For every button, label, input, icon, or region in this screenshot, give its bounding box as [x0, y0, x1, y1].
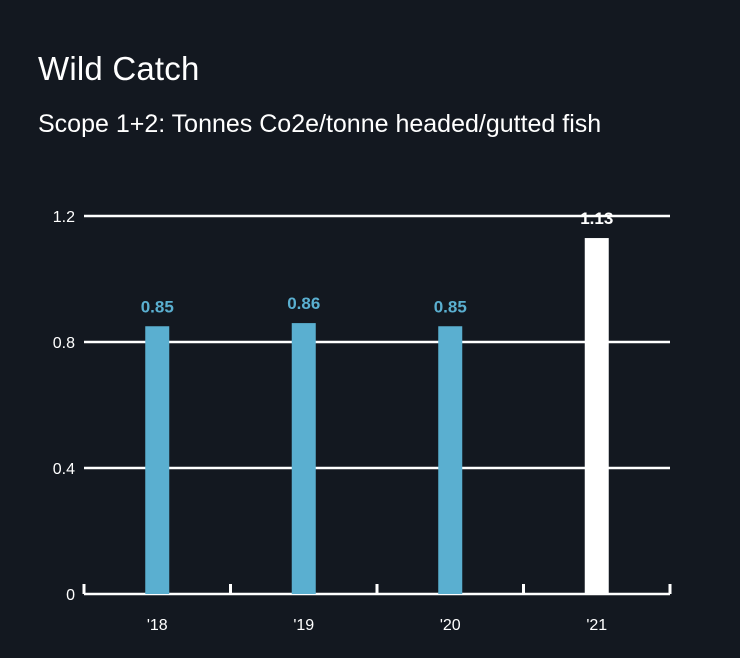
data-label: 1.13 — [580, 209, 613, 228]
data-label: 0.86 — [287, 294, 320, 313]
x-tick-label: '19 — [293, 617, 314, 634]
bar — [438, 326, 463, 594]
data-label: 0.85 — [141, 297, 174, 316]
y-tick-label: 0 — [66, 587, 75, 604]
chart-title: Wild Catch — [38, 50, 200, 87]
x-tick-label: '21 — [586, 617, 607, 634]
bar — [291, 323, 316, 594]
bar — [584, 238, 609, 595]
data-label: 0.85 — [434, 297, 467, 316]
x-tick-label: '18 — [147, 617, 168, 634]
bar — [145, 326, 170, 594]
y-tick-label: 0.4 — [53, 461, 75, 478]
y-tick-label: 1.2 — [53, 209, 75, 226]
chart-subtitle: Scope 1+2: Tonnes Co2e/tonne headed/gutt… — [38, 110, 602, 138]
y-tick-label: 0.8 — [53, 335, 75, 352]
x-tick-label: '20 — [440, 617, 461, 634]
